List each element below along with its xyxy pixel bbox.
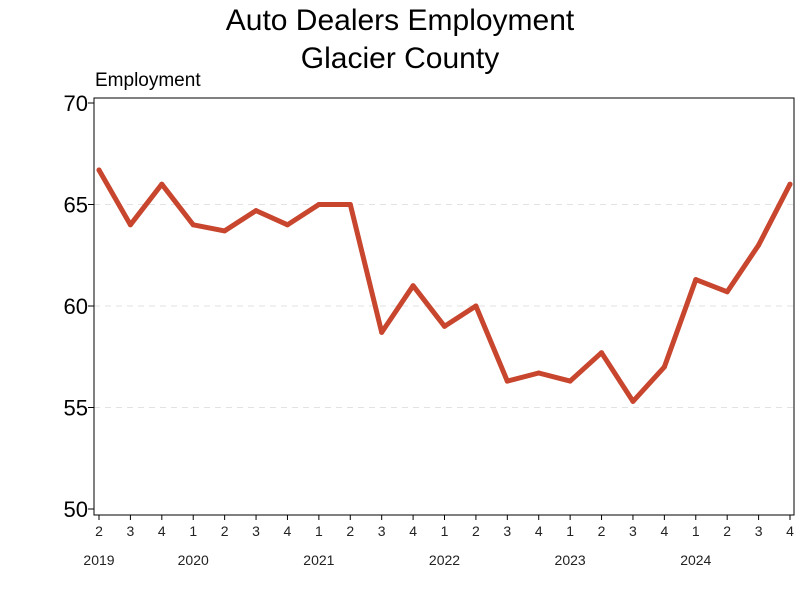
- data-point: [756, 242, 762, 248]
- data-point: [96, 167, 102, 173]
- data-point: [567, 378, 573, 384]
- x-tick-label: 3: [127, 523, 135, 539]
- x-tick-label: 3: [252, 523, 260, 539]
- x-tick-label: 2: [95, 523, 103, 539]
- data-point: [630, 398, 636, 404]
- data-point: [379, 329, 385, 335]
- data-point: [504, 378, 510, 384]
- series-line: [96, 167, 793, 404]
- series-employment: [96, 167, 793, 404]
- x-year-label: 2022: [429, 552, 460, 568]
- x-year-label: 2020: [178, 552, 209, 568]
- y-tick-label: 65: [64, 193, 88, 218]
- grid-lines: [94, 204, 794, 408]
- x-tick-label: 3: [629, 523, 637, 539]
- x-tick-label: 4: [786, 523, 794, 539]
- y-axis: 50 55 60 65 70: [64, 91, 94, 522]
- data-point: [473, 303, 479, 309]
- x-tick-label: 2: [221, 523, 229, 539]
- x-tick-label: 1: [189, 523, 197, 539]
- data-point: [190, 222, 196, 228]
- data-point: [222, 228, 228, 234]
- x-tick-label: 3: [378, 523, 386, 539]
- x-tick-label: 3: [755, 523, 763, 539]
- x-tick-label: 1: [315, 523, 323, 539]
- y-tick-label: 60: [64, 294, 88, 319]
- x-year-label: 2024: [680, 552, 711, 568]
- x-axis: 2 3 4 1 2 3 4 1 2 3 4 1 2 3 4 1 2 3 4 1 2 3 4 2019 2020 2021 2022 2…: [83, 515, 794, 568]
- data-point: [442, 323, 447, 329]
- x-tick-label: 2: [723, 523, 731, 539]
- x-tick-label: 2: [346, 523, 354, 539]
- data-point: [347, 202, 353, 207]
- x-tick-label: 4: [158, 523, 166, 539]
- chart-title: Auto Dealers Employment: [226, 4, 575, 37]
- y-tick-label: 55: [64, 396, 88, 421]
- data-point: [316, 202, 322, 207]
- x-tick-label: 4: [535, 523, 543, 539]
- data-point: [536, 370, 542, 376]
- y-tick-label: 70: [64, 91, 88, 116]
- x-year-label: 2023: [555, 552, 586, 568]
- data-point: [284, 222, 290, 228]
- x-tick-label: 4: [660, 523, 668, 539]
- data-point: [410, 283, 416, 289]
- x-tick-label: 3: [503, 523, 511, 539]
- data-point: [127, 222, 133, 228]
- x-tick-label: 4: [409, 523, 417, 539]
- x-year-label: 2021: [303, 552, 334, 568]
- data-point: [253, 208, 259, 214]
- x-tick-label: 2: [472, 523, 480, 539]
- x-tick-label: 2: [598, 523, 606, 539]
- chart-subtitle: Glacier County: [301, 42, 499, 75]
- x-year-label: 2019: [83, 552, 114, 568]
- x-tick-label: 1: [692, 523, 700, 539]
- data-point: [693, 277, 699, 283]
- y-tick-label: 50: [64, 497, 88, 522]
- data-point: [661, 364, 667, 370]
- data-point: [599, 350, 605, 356]
- x-tick-label: 1: [441, 523, 449, 539]
- x-tick-label: 1: [566, 523, 574, 539]
- y-axis-label: Employment: [95, 70, 201, 91]
- data-point: [724, 289, 730, 295]
- data-point: [159, 181, 165, 187]
- data-point: [787, 181, 793, 187]
- x-tick-label: 4: [284, 523, 292, 539]
